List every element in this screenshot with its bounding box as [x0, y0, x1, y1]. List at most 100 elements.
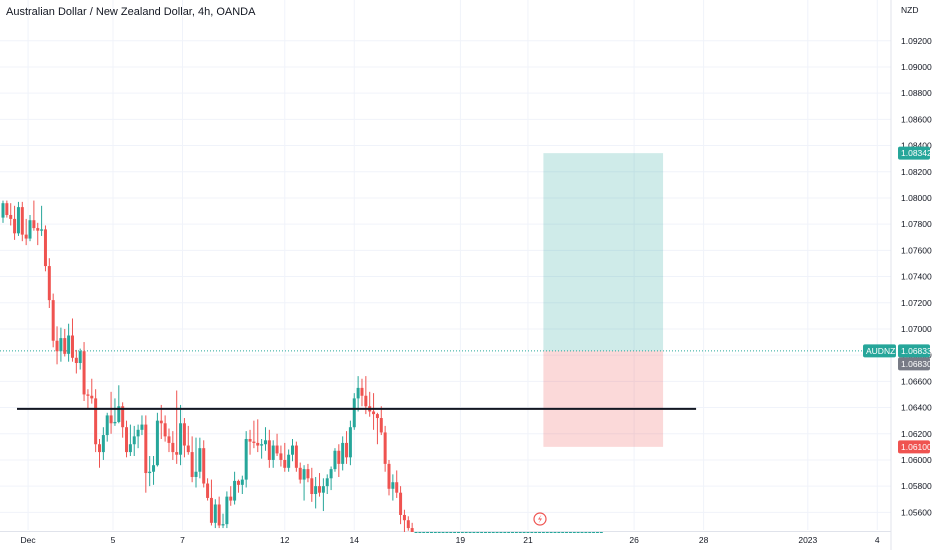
candle[interactable]: [321, 478, 325, 512]
candle[interactable]: [379, 406, 383, 436]
candle[interactable]: [82, 342, 86, 401]
economic-event-icon[interactable]: [533, 512, 547, 526]
candle[interactable]: [337, 444, 341, 477]
candle[interactable]: [163, 415, 167, 442]
candle[interactable]: [13, 205, 17, 240]
candle[interactable]: [67, 323, 71, 362]
candle[interactable]: [1, 200, 5, 223]
candle[interactable]: [541, 532, 545, 533]
candle[interactable]: [511, 532, 515, 533]
candle[interactable]: [356, 376, 360, 412]
candle[interactable]: [78, 348, 82, 370]
candle[interactable]: [55, 326, 59, 365]
candle[interactable]: [387, 459, 391, 496]
candle[interactable]: [348, 420, 352, 466]
candle[interactable]: [294, 441, 298, 472]
candle[interactable]: [179, 404, 183, 466]
candle[interactable]: [291, 438, 294, 462]
candle[interactable]: [468, 532, 472, 533]
candle[interactable]: [70, 318, 74, 362]
candle[interactable]: [279, 445, 283, 467]
candle[interactable]: [267, 429, 271, 468]
candle[interactable]: [592, 532, 596, 533]
candle[interactable]: [495, 532, 499, 533]
candle[interactable]: [175, 390, 179, 464]
candle[interactable]: [484, 532, 487, 533]
candle[interactable]: [545, 532, 549, 533]
candle[interactable]: [499, 532, 503, 533]
candle[interactable]: [28, 214, 32, 242]
candle[interactable]: [456, 532, 460, 533]
candle[interactable]: [391, 474, 395, 501]
candle[interactable]: [40, 205, 44, 236]
candle[interactable]: [333, 448, 337, 472]
candle[interactable]: [252, 420, 256, 449]
candle[interactable]: [94, 389, 98, 453]
candle[interactable]: [449, 532, 453, 533]
candle[interactable]: [117, 385, 121, 424]
candle[interactable]: [240, 475, 244, 495]
candle[interactable]: [213, 499, 217, 529]
candle[interactable]: [20, 201, 24, 242]
candle[interactable]: [429, 532, 433, 533]
candle[interactable]: [194, 437, 198, 488]
candle[interactable]: [63, 328, 67, 357]
candle[interactable]: [460, 532, 464, 533]
candle[interactable]: [325, 474, 329, 495]
candle[interactable]: [101, 427, 105, 460]
candle[interactable]: [572, 532, 576, 533]
candle[interactable]: [418, 532, 422, 533]
candle[interactable]: [283, 442, 287, 472]
candle[interactable]: [209, 479, 213, 526]
candle[interactable]: [553, 532, 557, 533]
candle[interactable]: [167, 428, 171, 453]
candle[interactable]: [217, 496, 221, 529]
candle[interactable]: [159, 404, 163, 439]
candle[interactable]: [9, 203, 13, 226]
candle[interactable]: [402, 509, 406, 532]
candle[interactable]: [186, 425, 190, 455]
candle[interactable]: [287, 449, 291, 472]
candle[interactable]: [491, 532, 495, 533]
candle[interactable]: [248, 429, 252, 455]
candle[interactable]: [236, 479, 240, 493]
candle[interactable]: [16, 201, 20, 236]
candle[interactable]: [568, 532, 572, 533]
candle[interactable]: [580, 532, 584, 533]
candle[interactable]: [32, 200, 36, 231]
candle[interactable]: [229, 486, 233, 506]
candle[interactable]: [86, 389, 90, 409]
candle[interactable]: [155, 412, 159, 467]
candle[interactable]: [90, 378, 94, 404]
candle[interactable]: [109, 391, 113, 434]
candle[interactable]: [549, 532, 553, 533]
candle[interactable]: [534, 532, 538, 533]
candle[interactable]: [140, 415, 144, 436]
candle[interactable]: [152, 456, 156, 485]
candle[interactable]: [487, 532, 491, 533]
candle[interactable]: [132, 425, 136, 457]
candle[interactable]: [98, 438, 101, 468]
candle[interactable]: [314, 476, 318, 509]
candle[interactable]: [464, 532, 468, 533]
candle[interactable]: [565, 532, 569, 533]
candle[interactable]: [121, 402, 125, 438]
candle[interactable]: [445, 532, 449, 533]
candle[interactable]: [74, 349, 78, 374]
candle[interactable]: [298, 462, 302, 484]
candle[interactable]: [24, 218, 28, 246]
candle[interactable]: [599, 532, 603, 533]
candle[interactable]: [526, 532, 530, 533]
candle[interactable]: [364, 376, 368, 415]
candle[interactable]: [441, 532, 445, 533]
candle[interactable]: [368, 391, 372, 417]
candle[interactable]: [202, 440, 206, 488]
candle[interactable]: [518, 532, 522, 533]
candle[interactable]: [433, 532, 437, 533]
candle[interactable]: [514, 532, 518, 533]
candle[interactable]: [125, 420, 129, 458]
candle[interactable]: [453, 532, 457, 533]
candle[interactable]: [198, 437, 202, 479]
candle[interactable]: [480, 532, 484, 533]
candle[interactable]: [414, 532, 418, 533]
